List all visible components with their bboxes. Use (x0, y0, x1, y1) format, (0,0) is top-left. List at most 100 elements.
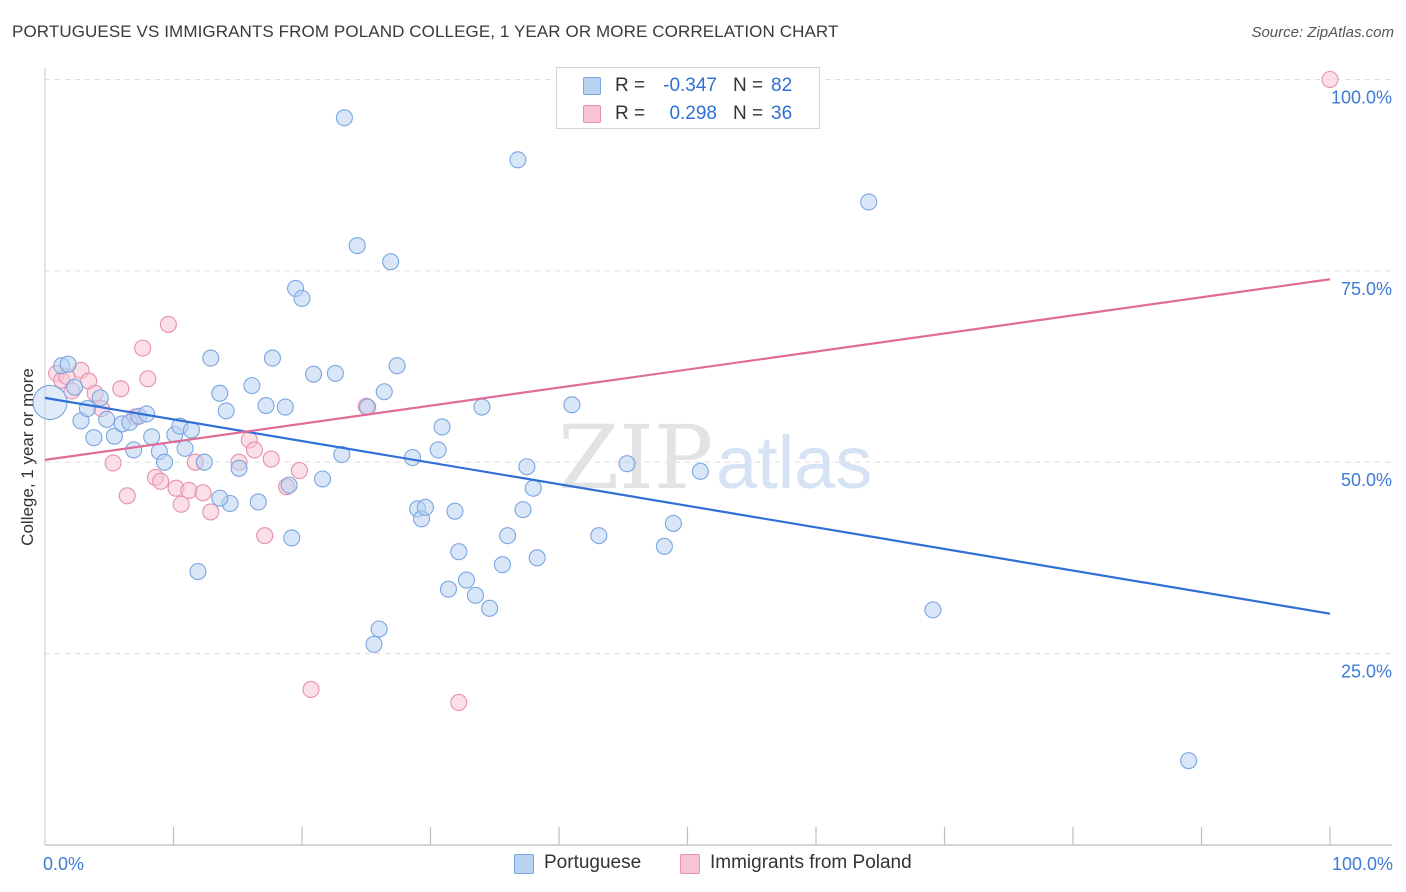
portuguese-point (563, 396, 581, 414)
portuguese-point (211, 384, 229, 402)
poland-point (302, 680, 320, 699)
poland-point (262, 450, 280, 468)
tick-labels: 25.0% 50.0% 75.0% 100.0% 0.0% 100.0% (43, 88, 1393, 875)
legend-label: Immigrants from Poland (710, 852, 912, 873)
portuguese-point (348, 237, 366, 255)
portuguese-point (514, 501, 532, 519)
poland-point (159, 315, 177, 333)
x-tick-label: 0.0% (43, 854, 84, 874)
portuguese-point (283, 529, 301, 547)
poland-point (256, 527, 274, 545)
portuguese-point (429, 441, 447, 459)
portuguese-point (365, 635, 383, 653)
portuguese-point (691, 462, 709, 480)
poland-point (180, 481, 198, 500)
portuguese-point (66, 378, 84, 396)
poland-point (290, 462, 308, 480)
portuguese-point (305, 365, 323, 383)
portuguese-point (217, 402, 235, 420)
portuguese-point (125, 441, 143, 459)
portuguese-point-large (32, 384, 68, 421)
portuguese-point (189, 563, 207, 581)
x-tick-label: 100.0% (1332, 854, 1393, 874)
poland-point (112, 380, 130, 398)
y-axis-title: College, 1 year or more (18, 368, 37, 546)
portuguese-point (59, 355, 77, 373)
r-value: 0.298 (669, 103, 717, 124)
r-label: R = (615, 75, 646, 96)
y-tick-label: 75.0% (1341, 279, 1392, 299)
poland-point (152, 472, 170, 490)
n-value: 36 (771, 103, 793, 124)
portuguese-point (493, 556, 512, 574)
watermark-zip: ZIP (558, 406, 713, 509)
portuguese-point (326, 364, 344, 382)
portuguese-point (388, 357, 406, 375)
portuguese-point (1180, 752, 1198, 770)
portuguese-point (446, 502, 464, 520)
portuguese-point (155, 453, 174, 471)
y-tick-label: 100.0% (1331, 88, 1392, 108)
portuguese-point (466, 586, 485, 604)
portuguese-point (457, 571, 476, 589)
poland-swatch (583, 105, 601, 123)
portuguese-point (176, 439, 194, 457)
poland-legend-swatch (680, 854, 700, 874)
portuguese-point (518, 458, 536, 476)
portuguese-point (276, 398, 294, 416)
portuguese-point (439, 580, 458, 598)
poland-point (172, 495, 190, 513)
portuguese-point (333, 445, 351, 464)
portuguese-point (263, 349, 281, 367)
portuguese-point (98, 410, 116, 428)
portuguese-point (375, 383, 393, 401)
poland-point (139, 370, 157, 388)
chart-title: PORTUGUESE VS IMMIGRANTS FROM POLAND COL… (12, 22, 839, 41)
portuguese-point (230, 459, 248, 477)
legend-label: Portuguese (544, 852, 642, 873)
portuguese-point (473, 398, 491, 416)
portuguese-point (211, 489, 229, 507)
portuguese-point (85, 429, 103, 447)
poland-trend-line (44, 278, 1331, 461)
source-label: Source: ZipAtlas.com (1251, 24, 1394, 41)
portuguese-point (202, 349, 220, 367)
n-label: N = (733, 75, 764, 96)
watermark-atlas: atlas (716, 421, 872, 504)
portuguese-point (481, 599, 499, 617)
portuguese-point (655, 537, 673, 555)
portuguese-point (280, 476, 298, 494)
portuguese-point (450, 543, 468, 561)
poland-point (104, 454, 122, 472)
portuguese-trend-line (44, 396, 1331, 615)
portuguese-point (618, 455, 636, 473)
portuguese-point (382, 253, 400, 271)
poland-point (245, 441, 264, 459)
poland-point (194, 484, 212, 502)
watermark: ZIP atlas (558, 406, 872, 509)
portuguese-point (416, 498, 434, 516)
r-value: -0.347 (663, 75, 717, 96)
portuguese-point (314, 470, 332, 488)
portuguese-point (528, 549, 546, 567)
poland-point (134, 339, 152, 357)
portuguese-point (433, 418, 451, 436)
portuguese-point (195, 453, 213, 471)
r-label: R = (615, 103, 646, 124)
portuguese-point (860, 193, 878, 211)
portuguese-point (293, 289, 311, 307)
portuguese-point (335, 109, 353, 127)
poland-point (450, 693, 468, 712)
portuguese-point (664, 514, 682, 532)
y-tick-label: 25.0% (1341, 662, 1392, 682)
n-label: N = (733, 103, 764, 124)
grid-lines (45, 79, 1392, 654)
axes (44, 68, 1392, 846)
portuguese-legend-swatch (514, 854, 534, 874)
portuguese-point (509, 151, 527, 169)
portuguese-point (243, 377, 261, 395)
portuguese-point (143, 428, 161, 446)
poland-points (48, 70, 1339, 712)
n-value: 82 (771, 75, 793, 96)
